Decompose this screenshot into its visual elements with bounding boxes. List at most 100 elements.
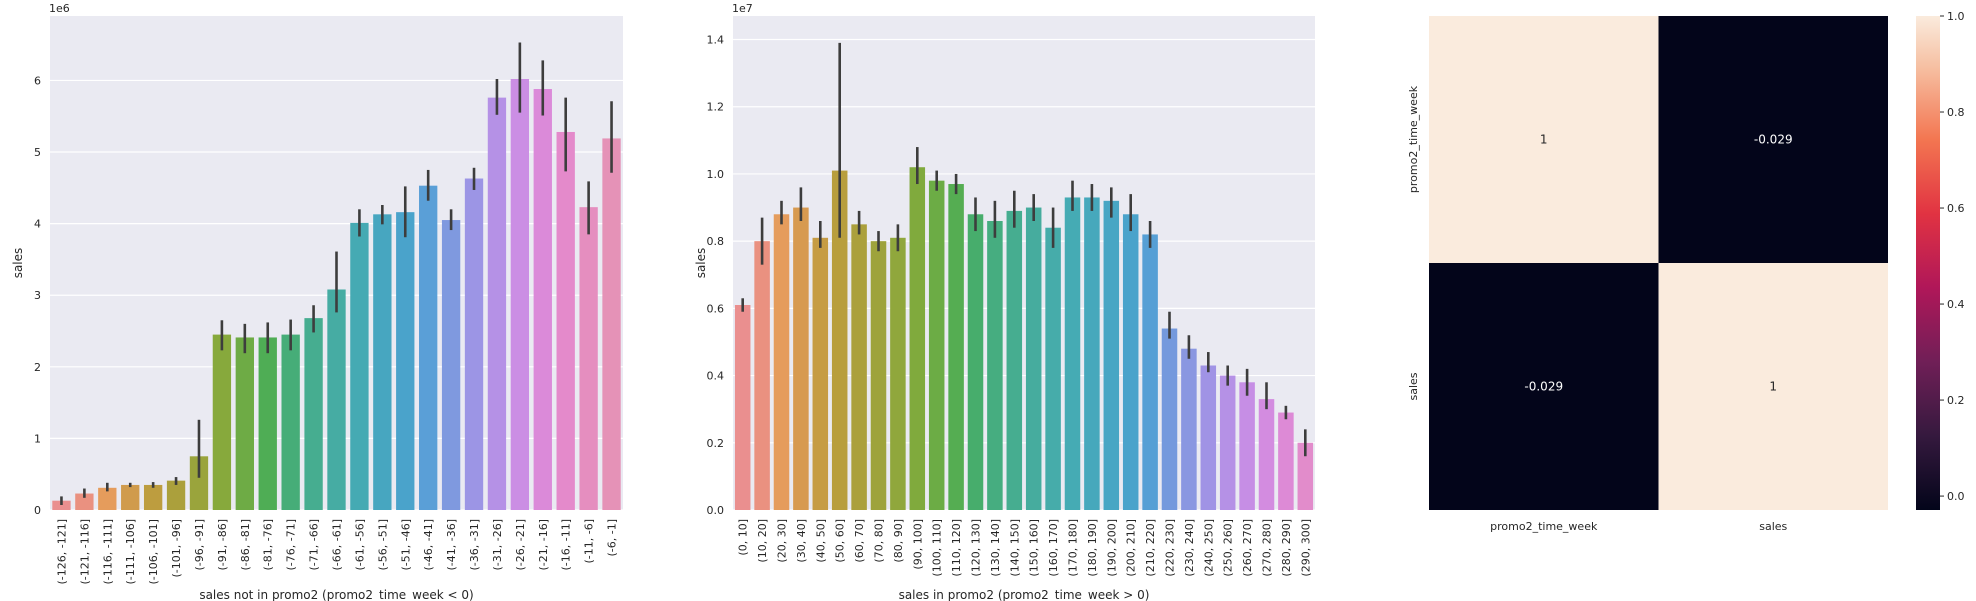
bar: [870, 241, 887, 510]
x-tick-label: (-76, -71]: [285, 519, 298, 571]
x-tick-label: (80, 90]: [892, 519, 905, 563]
x-tick-label: (150, 160]: [1028, 519, 1041, 577]
y-scale-label: 1e6: [49, 2, 70, 15]
y-tick-label: 2: [34, 361, 41, 374]
heatmap-cell: [1429, 16, 1659, 263]
y-tick-label: 1.0: [707, 168, 725, 181]
heatmap-cell: [1658, 263, 1888, 510]
bar: [189, 456, 209, 510]
bar: [166, 480, 186, 510]
bar: [1258, 399, 1275, 510]
bar: [487, 97, 507, 510]
y-tick-label: promo2_time_week: [1407, 85, 1420, 193]
bar: [281, 334, 300, 510]
bar: [1122, 214, 1139, 511]
bar: [1239, 382, 1255, 510]
y-tick-label: 6: [34, 74, 41, 87]
x-tick-label: (140, 150]: [1008, 519, 1021, 577]
x-tick-label: (-96, -91]: [193, 519, 206, 571]
x-tick-label: (-71, -66]: [308, 519, 321, 571]
bar: [235, 337, 254, 510]
bar: [1181, 348, 1197, 510]
x-tick-label: (-51, -46]: [399, 519, 412, 571]
chart-sales-in-promo2: 0.0 0.2 0.4 0.6 0.8 1.0 1.2 1.4 1e7 (0, 10] (10, 2…: [694, 2, 1315, 601]
bar: [831, 170, 848, 511]
bar: [1278, 412, 1294, 510]
cell-annotation: 1: [1540, 133, 1548, 147]
x-tick-label: (-36, -31]: [468, 519, 481, 571]
x-tick-label: (90, 100]: [911, 519, 924, 570]
x-tick-label: (270, 280]: [1261, 519, 1274, 577]
y-tick-label: 0.0: [707, 504, 725, 517]
bar: [1161, 328, 1178, 510]
y-tick-label: 0.2: [707, 437, 725, 450]
bar: [304, 318, 323, 510]
colorbar-tick-label: 0.4: [1947, 298, 1965, 311]
x-tick-label: (280, 290]: [1280, 519, 1293, 577]
colorbar: [1916, 16, 1940, 510]
x-tick-label: (-46, -41]: [422, 519, 435, 571]
x-tick-label: (210, 220]: [1144, 519, 1157, 577]
x-tick-label: (190, 200]: [1105, 519, 1118, 577]
bar: [1219, 375, 1236, 510]
y-axis-label: sales: [694, 248, 708, 279]
y-tick-label: 1.2: [707, 101, 725, 114]
x-tick-label: (-121, -116]: [78, 519, 91, 585]
x-tick-label: (-61, -56]: [353, 519, 366, 571]
x-tick-label: (-21, -16]: [537, 519, 550, 571]
x-tick-label: (220, 230]: [1164, 519, 1177, 577]
y-tick-label: 0.8: [707, 235, 725, 248]
cell-annotation: 1: [1769, 380, 1777, 394]
bar: [851, 224, 867, 510]
x-tick-label: promo2_time_week: [1490, 520, 1598, 533]
bar: [793, 207, 809, 510]
x-tick-label: (-111, -106]: [124, 519, 137, 585]
y-tick-label: 0.6: [707, 302, 725, 315]
bar: [98, 487, 117, 510]
x-tick-label: (110, 120]: [950, 519, 963, 577]
x-tick-label: (-101, -96]: [170, 519, 183, 578]
x-tick-label: (-16, -11]: [560, 519, 573, 571]
x-tick-label: (180, 190]: [1086, 519, 1099, 577]
x-tick-label: (50, 60]: [834, 519, 847, 563]
bar: [734, 305, 751, 510]
y-tick-label: 1: [34, 432, 41, 445]
y-tick-label: 3: [34, 289, 41, 302]
x-tick-label: (20, 30]: [776, 519, 789, 563]
x-tick-label: (-31, -26]: [491, 519, 504, 571]
x-tick-label: (60, 70]: [853, 519, 866, 563]
bar: [1025, 207, 1042, 510]
x-tick-label: (-106, -101]: [147, 519, 160, 585]
y-tick-label: 4: [34, 218, 41, 231]
bar: [1084, 197, 1100, 510]
heatmap-cell: [1658, 16, 1888, 263]
bar: [373, 214, 392, 510]
colorbar-tick-label: 0.0: [1947, 490, 1965, 503]
x-tick-label: (-26, -21]: [514, 519, 527, 571]
x-tick-label: (-56, -51]: [376, 519, 389, 571]
x-tick-label: (290, 300]: [1299, 519, 1312, 577]
bar: [396, 212, 415, 510]
bar: [350, 222, 369, 511]
y-tick-label: sales: [1407, 372, 1420, 400]
colorbar-tick-label: 0.8: [1947, 106, 1965, 119]
x-axis-label: sales not in promo2 (promo2_time_week < …: [199, 588, 473, 601]
x-tick-label: (160, 170]: [1047, 519, 1060, 577]
y-axis-label: sales: [11, 248, 25, 279]
bar: [948, 184, 964, 510]
bar: [75, 493, 94, 510]
y-scale-label: 1e7: [732, 2, 753, 15]
bar: [1142, 234, 1158, 511]
y-tick-label: 1.4: [707, 34, 725, 47]
colorbar-tick-label: 1.0: [1947, 10, 1965, 23]
x-tick-label: (-6, -1]: [606, 519, 619, 557]
x-tick-label: (170, 180]: [1067, 519, 1080, 577]
cell-annotation: -0.029: [1754, 133, 1793, 147]
bar: [909, 167, 926, 510]
bar: [967, 214, 984, 511]
bar: [890, 237, 906, 511]
bar: [510, 79, 530, 510]
x-tick-label: (30, 40]: [795, 519, 808, 563]
